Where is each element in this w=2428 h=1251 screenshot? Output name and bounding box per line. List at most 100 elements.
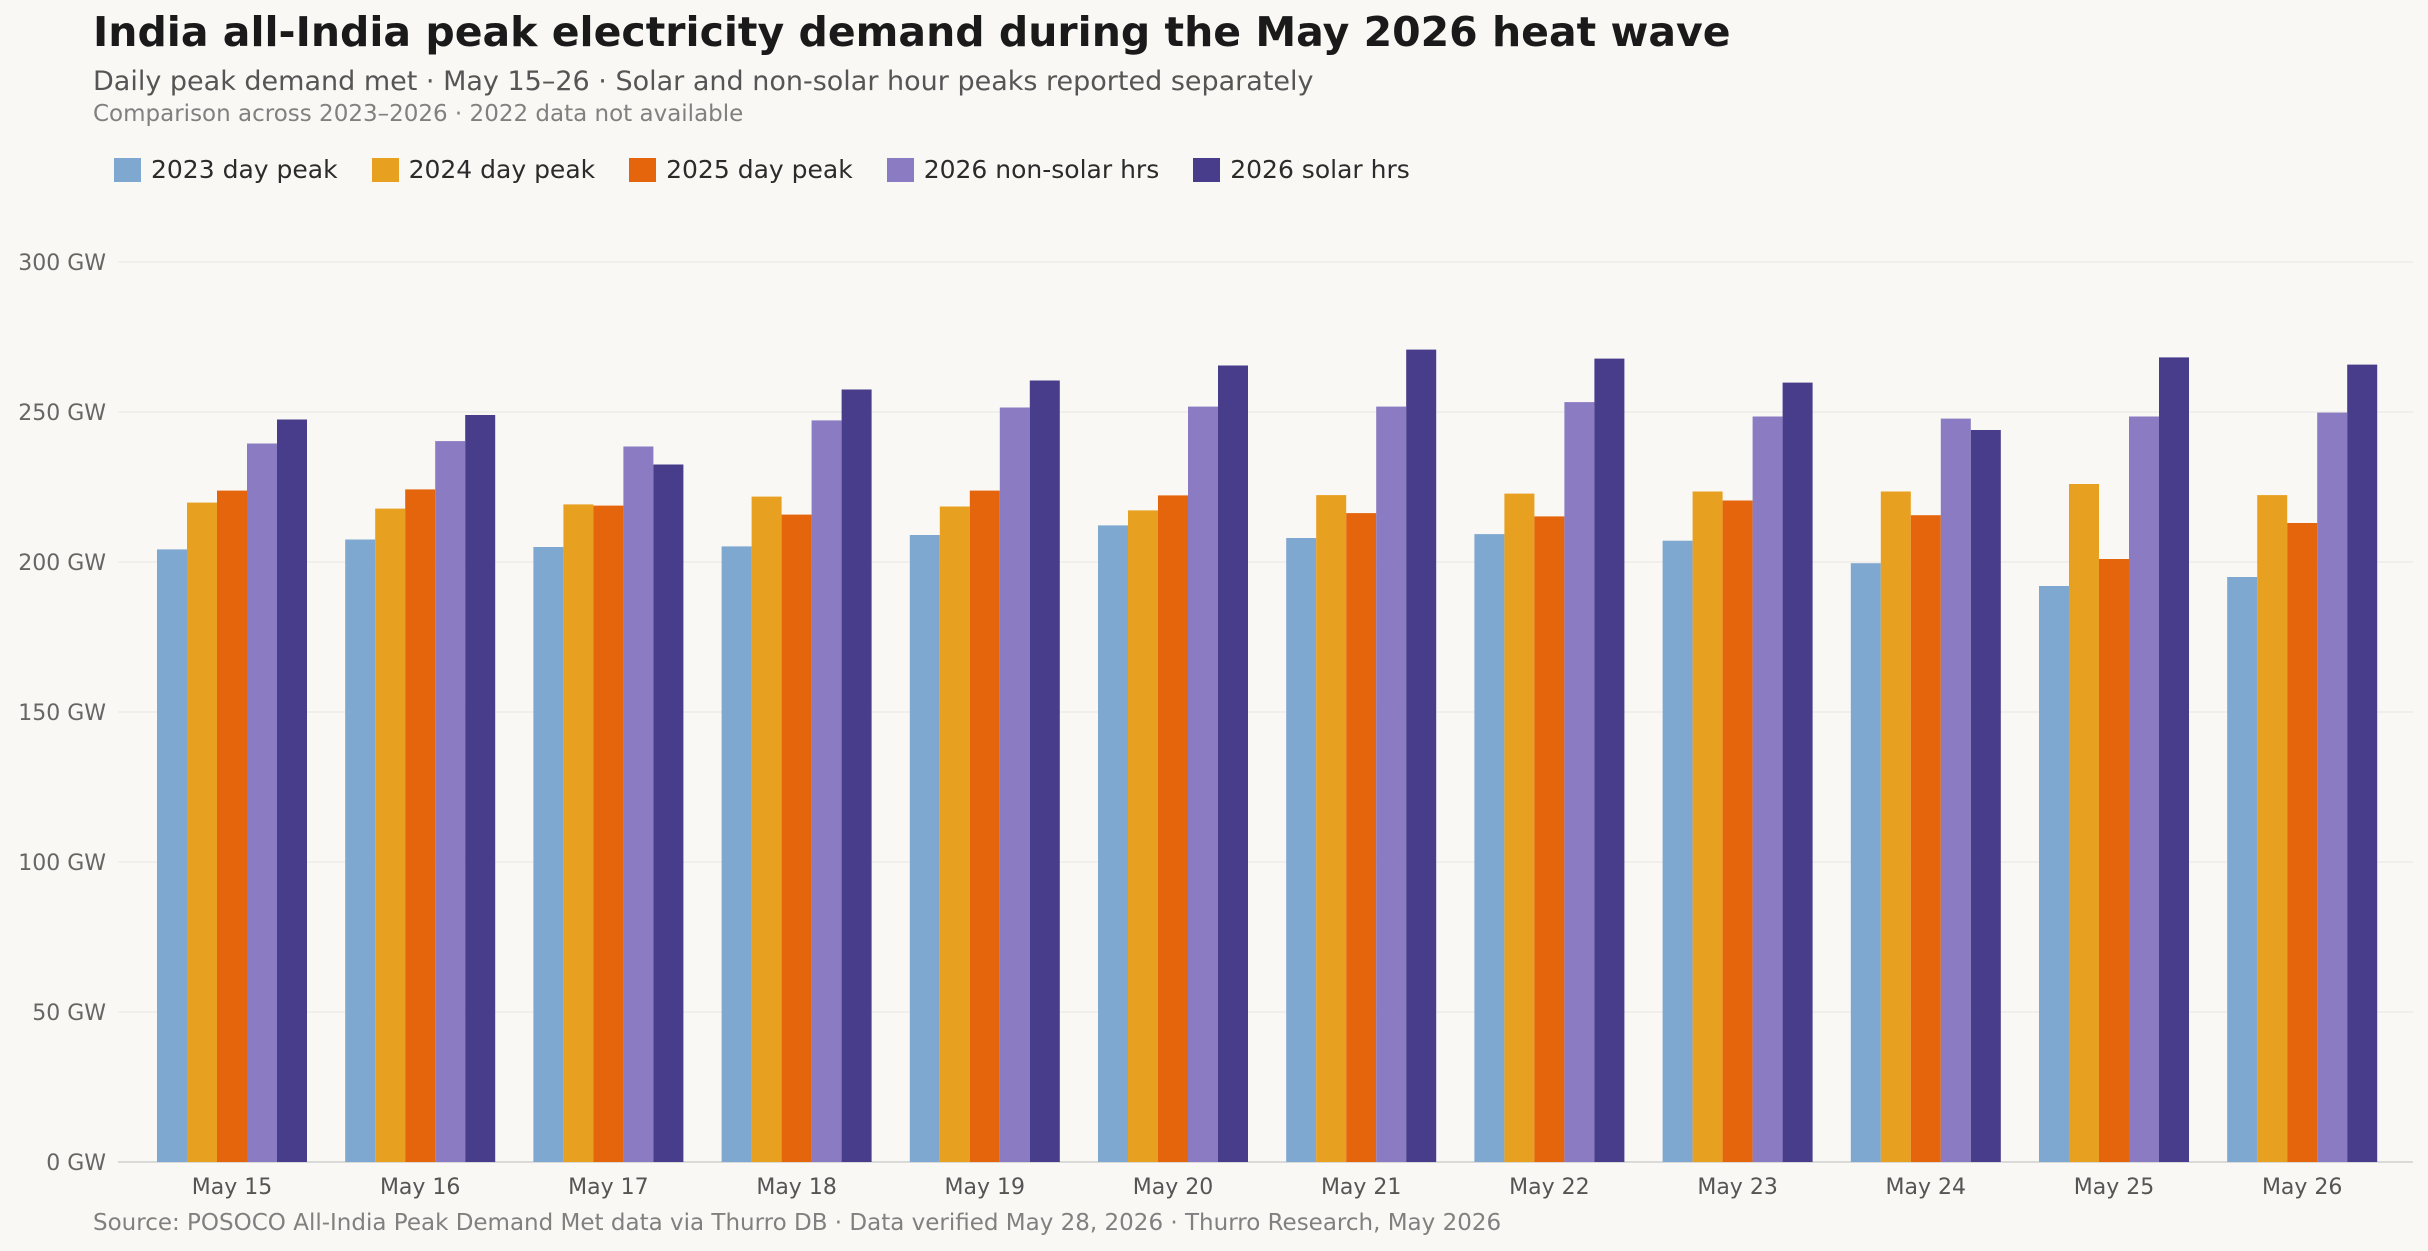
bar <box>1970 430 2001 1162</box>
bar <box>1346 513 1377 1162</box>
y-tick-label: 300 GW <box>18 251 106 276</box>
gridlines <box>118 261 2413 1163</box>
legend-item: 2024 day peak <box>371 155 596 184</box>
bar <box>2099 559 2129 1162</box>
bar <box>1406 349 1437 1163</box>
bar <box>2039 586 2069 1162</box>
legend-label: 2025 day peak <box>666 155 853 184</box>
x-tick-label: May 18 <box>756 1175 836 1200</box>
bar <box>653 464 684 1162</box>
x-tick-label: May 15 <box>192 1175 272 1200</box>
bar <box>721 546 752 1162</box>
legend-swatch <box>371 157 399 182</box>
bar <box>1880 491 1911 1162</box>
bar <box>841 389 872 1162</box>
legend-swatch <box>886 157 914 182</box>
chart-legend: 2023 day peak 2024 day peak 2025 day peak 2… <box>114 155 1444 184</box>
bar <box>1782 382 1813 1163</box>
bar <box>277 419 307 1162</box>
legend-item: 2026 solar hrs <box>1193 155 1410 184</box>
bar <box>593 505 624 1163</box>
y-tick-label: 100 GW <box>18 851 106 876</box>
bar <box>247 443 277 1162</box>
bar <box>1098 525 1128 1162</box>
bar <box>345 539 376 1162</box>
x-tick-label: May 23 <box>1697 1175 1777 1200</box>
legend-swatch <box>114 157 141 182</box>
bar <box>1474 534 1505 1162</box>
bar <box>939 506 970 1162</box>
legend-swatch <box>1193 157 1221 182</box>
x-tick-label: May 25 <box>2074 1175 2154 1200</box>
legend-label: 2024 day peak <box>408 155 596 184</box>
bar <box>157 549 187 1162</box>
chart-title: India all-India peak electricity demand … <box>93 8 1731 56</box>
bar <box>435 441 466 1163</box>
bar <box>1029 380 1060 1162</box>
legend-item: 2026 non-solar hrs <box>886 155 1160 184</box>
legend-item: 2025 day peak <box>629 155 853 184</box>
bar <box>1752 416 1783 1162</box>
bar <box>811 420 842 1162</box>
y-tick-label: 250 GW <box>18 401 106 426</box>
bar <box>1662 540 1693 1162</box>
bar <box>623 446 654 1162</box>
bar <box>1940 418 1971 1163</box>
bar <box>1286 538 1317 1162</box>
bar <box>2159 357 2189 1162</box>
bar <box>217 490 247 1163</box>
bar <box>1376 406 1407 1163</box>
bar <box>1850 563 1881 1162</box>
chart-subtitle-secondary: Comparison across 2023–2026 · 2022 data … <box>93 101 744 127</box>
bar <box>1594 358 1625 1163</box>
legend-label: 2026 solar hrs <box>1230 155 1410 184</box>
x-tick-label: May 26 <box>2262 1175 2342 1200</box>
x-tick-label: May 19 <box>945 1175 1025 1200</box>
x-tick-label: May 24 <box>1886 1175 1966 1200</box>
legend-label: 2026 non-solar hrs <box>923 155 1160 184</box>
bar <box>1128 510 1158 1162</box>
bar <box>781 514 812 1162</box>
bar <box>1316 495 1347 1163</box>
x-tick-label: May 21 <box>1321 1175 1401 1200</box>
legend-item: 2023 day peak <box>114 155 338 184</box>
bar <box>375 508 406 1163</box>
legend-label: 2023 day peak <box>151 155 338 184</box>
y-axis: 0 GW 50 GW 100 GW 150 GW 200 GW 250 GW 300 GW <box>18 251 106 1176</box>
legend-swatch <box>629 157 657 182</box>
bar <box>999 407 1030 1162</box>
bar <box>751 496 782 1163</box>
bar <box>909 535 940 1162</box>
bar <box>2347 364 2378 1163</box>
bar <box>2317 412 2348 1163</box>
bar <box>533 547 564 1162</box>
bar <box>1188 406 1218 1163</box>
bar <box>1158 495 1188 1162</box>
y-tick-label: 0 GW <box>46 1151 106 1176</box>
bar <box>1692 491 1723 1162</box>
bar <box>465 415 496 1162</box>
bar <box>2257 495 2288 1163</box>
bars <box>157 349 2378 1163</box>
y-tick-label: 50 GW <box>32 1001 106 1026</box>
bar <box>1910 515 1941 1162</box>
bar <box>2069 484 2099 1162</box>
x-axis: May 15 May 16 May 17 May 18 May 19 May 20 May … <box>192 1175 2343 1200</box>
bar <box>969 490 1000 1163</box>
bar <box>1564 402 1595 1163</box>
bar <box>187 502 217 1163</box>
x-tick-label: May 20 <box>1133 1175 1213 1200</box>
bar <box>1218 365 1248 1162</box>
chart-subtitle: Daily peak demand met · May 15–26 · Sola… <box>93 66 1314 97</box>
x-tick-label: May 22 <box>1509 1175 1589 1200</box>
bar <box>2129 416 2159 1162</box>
bar <box>405 489 436 1162</box>
bar <box>1534 516 1565 1162</box>
x-tick-label: May 16 <box>380 1175 460 1200</box>
bar <box>563 504 594 1162</box>
y-tick-label: 200 GW <box>18 551 106 576</box>
bar <box>1504 493 1535 1163</box>
bar <box>2287 523 2318 1162</box>
x-tick-label: May 17 <box>568 1175 648 1200</box>
